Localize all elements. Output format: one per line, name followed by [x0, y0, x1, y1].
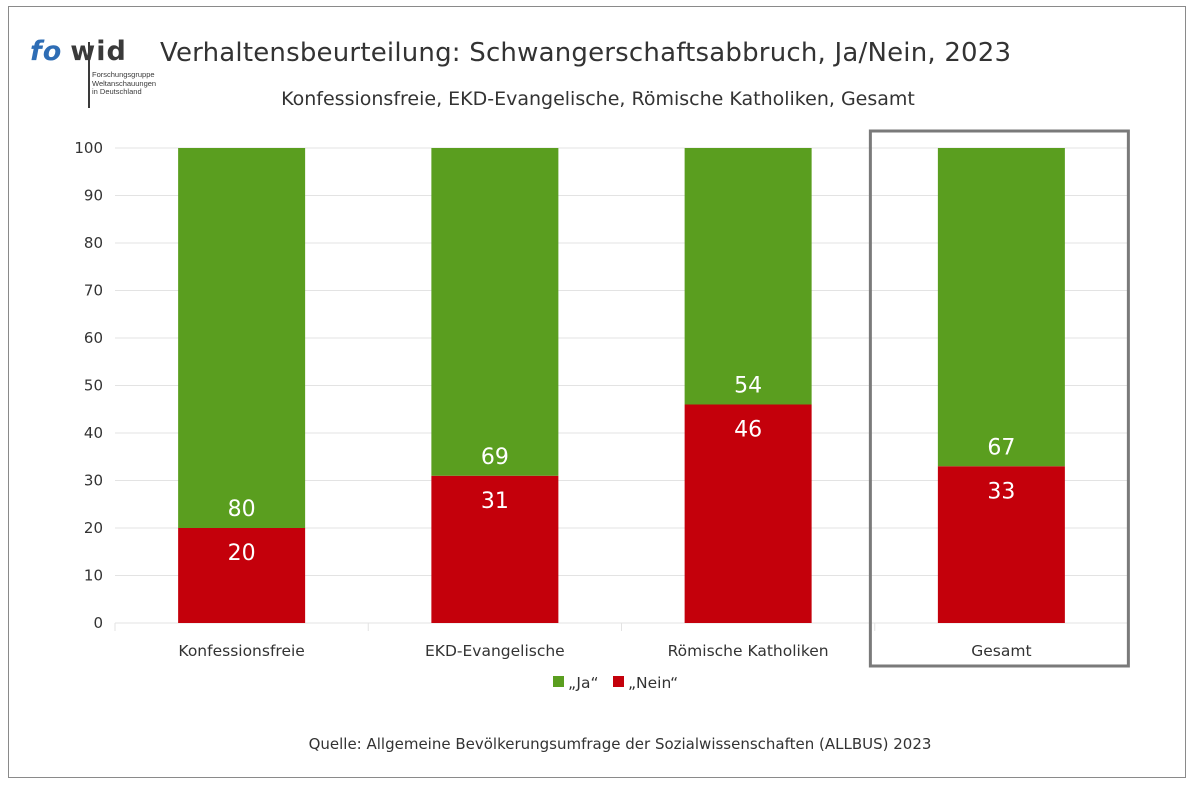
y-axis: 0 10 20 30 40 50 60 70 80 90 100	[74, 139, 1129, 632]
data-labels: 20 80 31 69 46 54 33 67	[228, 374, 1016, 567]
chart-title: Verhaltensbeurteilung: Schwangerschaftsa…	[160, 38, 1012, 68]
data-label-nein: 33	[987, 479, 1015, 504]
y-tick-label: 20	[84, 519, 103, 537]
legend-nein-swatch	[613, 676, 624, 687]
bar-nein	[178, 528, 306, 623]
bar-ja	[431, 148, 559, 476]
bars	[178, 148, 1065, 623]
y-tick-label: 50	[84, 377, 103, 395]
y-tick-label: 0	[93, 614, 103, 632]
bar-ja	[684, 148, 812, 405]
legend-ja-label: „Ja“	[568, 674, 599, 692]
source-note: Quelle: Allgemeine Bevölkerungsumfrage d…	[308, 735, 932, 753]
bar-ja	[937, 148, 1065, 467]
logo-divider	[88, 42, 90, 108]
y-tick-label: 70	[84, 282, 103, 300]
y-tick-label: 80	[84, 234, 103, 252]
logo-subtitle: Forschungsgruppe Weltanschauungen in Deu…	[92, 70, 157, 96]
data-label-ja: 54	[734, 374, 762, 399]
bar-nein	[937, 466, 1065, 623]
y-tick-label: 10	[84, 567, 103, 585]
bar-ja	[178, 148, 306, 528]
logo-wordmark: fo wid	[30, 36, 127, 67]
x-tick-label: Gesamt	[971, 642, 1031, 660]
legend-ja-swatch	[553, 676, 564, 687]
x-axis: Konfessionsfreie EKD-Evangelische Römische…	[178, 129, 1130, 668]
x-tick-label: Konfessionsfreie	[178, 642, 304, 660]
data-label-nein: 20	[228, 541, 256, 566]
bar-nein	[431, 475, 559, 623]
data-label-nein: 31	[481, 489, 509, 514]
chart-subtitle: Konfessionsfreie, EKD-Evangelische, Römi…	[281, 88, 915, 110]
x-tick-label: EKD-Evangelische	[425, 642, 565, 660]
y-tick-label: 90	[84, 187, 103, 205]
x-tick-label: Römische Katholiken	[668, 642, 829, 660]
legend-nein-label: „Nein“	[628, 674, 678, 692]
y-tick-label: 100	[74, 139, 103, 157]
legend: „Ja“ „Nein“	[553, 674, 678, 692]
fowid-logo: fo wid Forschungsgruppe Weltanschauungen …	[30, 38, 160, 108]
data-label-ja: 80	[228, 497, 256, 522]
data-label-ja: 67	[987, 435, 1015, 460]
y-tick-label: 30	[84, 472, 103, 490]
y-tick-label: 60	[84, 329, 103, 347]
y-tick-label: 40	[84, 424, 103, 442]
data-label-nein: 46	[734, 418, 762, 443]
highlight-box	[868, 129, 1130, 668]
bar-nein	[684, 404, 812, 623]
data-label-ja: 69	[481, 445, 509, 470]
